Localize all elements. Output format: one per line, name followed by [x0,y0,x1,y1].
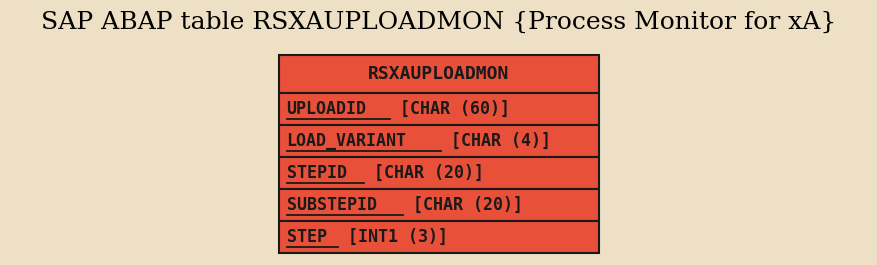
Text: STEP: STEP [287,228,326,246]
Text: SUBSTEPID: SUBSTEPID [287,196,376,214]
Text: [CHAR (4)]: [CHAR (4)] [441,132,552,150]
Text: [CHAR (20)]: [CHAR (20)] [403,196,523,214]
FancyBboxPatch shape [279,125,598,157]
FancyBboxPatch shape [279,189,598,221]
Text: UPLOADID: UPLOADID [287,100,367,118]
FancyBboxPatch shape [279,157,598,189]
FancyBboxPatch shape [279,221,598,253]
Text: [CHAR (20)]: [CHAR (20)] [364,164,484,182]
Text: STEPID: STEPID [287,164,346,182]
FancyBboxPatch shape [279,93,598,125]
FancyBboxPatch shape [279,55,598,93]
Text: RSXAUPLOADMON: RSXAUPLOADMON [367,65,510,83]
Text: [CHAR (60)]: [CHAR (60)] [389,100,510,118]
Text: [INT1 (3)]: [INT1 (3)] [339,228,448,246]
Text: LOAD_VARIANT: LOAD_VARIANT [287,132,407,150]
Text: SAP ABAP table RSXAUPLOADMON {Process Monitor for xA}: SAP ABAP table RSXAUPLOADMON {Process Mo… [41,11,836,33]
